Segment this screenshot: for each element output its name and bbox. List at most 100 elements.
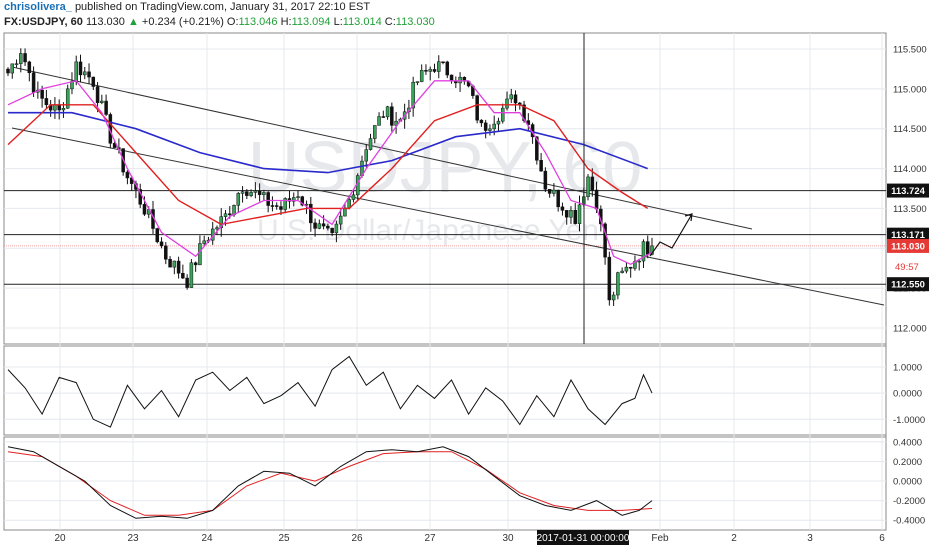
candle	[483, 119, 488, 139]
price-tag-label: 113.724	[891, 186, 926, 197]
oscillator-pane[interactable]	[3, 345, 887, 436]
candle-body	[441, 61, 445, 63]
price-pane[interactable]	[3, 32, 887, 345]
low-label: L:	[333, 16, 343, 28]
mom-tick-label: -0.4000	[893, 516, 925, 527]
trend-lines[interactable]	[11, 66, 885, 306]
candle	[159, 237, 164, 249]
candle	[185, 274, 189, 290]
candle-body	[543, 170, 548, 190]
mom-tick-label: -0.2000	[893, 496, 925, 507]
candle	[445, 60, 450, 79]
candle-body	[65, 88, 70, 109]
price-scale[interactable]: 115.500 115.000 114.500 114.000 113.500 113.0…	[887, 44, 929, 527]
candle	[637, 258, 641, 271]
candle-body	[483, 122, 488, 131]
candle	[394, 111, 398, 134]
momentum-pane[interactable]	[3, 436, 887, 531]
y-tick-label: 113.500	[893, 204, 927, 215]
candle	[616, 271, 620, 300]
candle-body	[594, 189, 599, 210]
candle	[513, 90, 518, 112]
candle-body	[343, 207, 347, 217]
candle	[236, 192, 241, 213]
candle	[539, 153, 543, 172]
candle-body	[317, 223, 322, 229]
candle	[23, 48, 27, 66]
candle-body	[279, 206, 283, 210]
candle-body	[611, 294, 616, 301]
candle-body	[100, 100, 104, 103]
candle-body	[14, 63, 19, 65]
candle	[373, 125, 377, 144]
candle-body	[253, 190, 258, 193]
candle	[189, 259, 194, 288]
price-tag-label: 112.550	[891, 280, 925, 291]
price-tag: 113.030	[887, 238, 929, 253]
watermark-description: U.S. Dollar/Japanese Yen	[257, 214, 599, 247]
candle	[411, 76, 415, 117]
candle	[569, 206, 573, 224]
candle	[441, 61, 445, 65]
candle	[6, 67, 10, 76]
candle	[249, 189, 253, 198]
candle-body	[283, 198, 287, 210]
crosshair-date-label: 2017-01-31 00:00:00	[537, 533, 630, 544]
candle	[437, 55, 441, 79]
candle-body	[83, 71, 87, 76]
candle	[309, 196, 313, 232]
candle	[377, 112, 381, 126]
candle	[172, 260, 177, 275]
time-scale[interactable]: 20 23 24 25 26 27 30 Feb 2 3 6	[54, 533, 885, 544]
candle	[564, 210, 569, 225]
author-name[interactable]: chrisolivera_	[4, 1, 72, 13]
candle-body	[590, 176, 595, 191]
candle-body	[198, 243, 202, 266]
y-tick-label: 112.000	[893, 324, 927, 335]
symbol-label: FX:USDJPY, 60	[4, 16, 83, 28]
candle-body	[10, 63, 15, 74]
candle-body	[266, 192, 270, 206]
candle-body	[40, 89, 44, 99]
candle-body	[479, 119, 484, 124]
candle-body	[505, 98, 509, 109]
candle	[428, 66, 432, 81]
candle-body	[249, 192, 253, 196]
candle	[424, 64, 428, 75]
candle-body	[31, 72, 36, 93]
candle-body	[411, 81, 415, 109]
price-change: +0.234 (+0.21%)	[141, 16, 224, 28]
candle-body	[270, 205, 275, 207]
candle	[266, 191, 270, 213]
candle-body	[569, 209, 573, 218]
candle	[603, 222, 607, 265]
candle-body	[364, 149, 369, 162]
candle	[104, 94, 108, 117]
candle	[83, 67, 87, 80]
candle-body	[172, 260, 177, 268]
vertical-grid	[59, 33, 883, 530]
projection-arrow[interactable]	[649, 213, 693, 257]
candle-body	[74, 61, 78, 82]
candle	[577, 195, 582, 232]
candle-body	[176, 260, 181, 274]
osc-tick-label: 0.0000	[893, 389, 922, 400]
candle-body	[87, 71, 91, 78]
x-tick-label: Feb	[651, 533, 669, 544]
candle	[202, 235, 206, 247]
candle	[364, 144, 369, 168]
candle-body	[607, 256, 612, 301]
candle	[620, 267, 624, 274]
candle	[326, 223, 330, 231]
candle	[500, 103, 505, 124]
price-tag-box	[887, 227, 929, 242]
candle	[611, 291, 616, 306]
oscillator-line	[7, 355, 653, 428]
candle	[390, 102, 394, 132]
candle	[479, 119, 484, 127]
candle	[44, 89, 49, 109]
x-tick-label: 25	[278, 533, 290, 544]
candle-body	[95, 86, 100, 103]
